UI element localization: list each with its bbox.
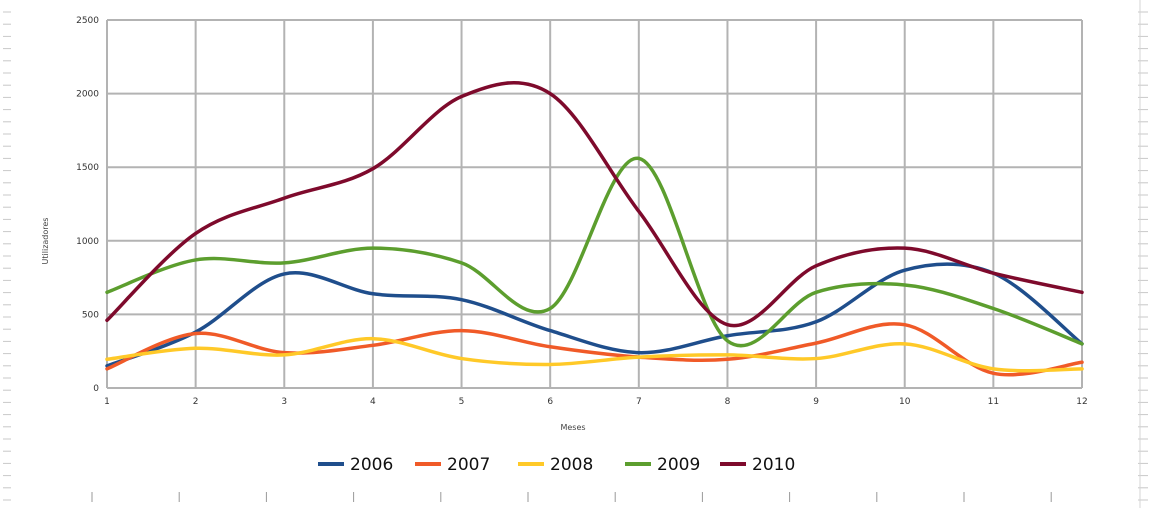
x-tick-label: 3 <box>281 397 287 407</box>
x-tick-label: 11 <box>988 397 999 407</box>
legend-label-2007: 2007 <box>447 455 490 475</box>
y-axis-title: Utilizadores <box>41 218 50 265</box>
legend-label-2010: 2010 <box>752 455 795 475</box>
series-line-2010 <box>105 81 1084 328</box>
y-tick-label: 1500 <box>76 163 99 173</box>
series-line-2007 <box>105 322 1084 377</box>
x-tick-label: 12 <box>1076 397 1087 407</box>
x-axis-title: Meses <box>560 423 585 432</box>
series-line-2006 <box>105 262 1084 368</box>
series-lines <box>105 81 1084 377</box>
x-tick-label: 1 <box>104 397 110 407</box>
y-tick-label: 1000 <box>76 237 99 247</box>
y-tick-label: 500 <box>82 310 99 320</box>
x-tick-label: 10 <box>899 397 911 407</box>
y-tick-label: 2000 <box>76 90 99 100</box>
series-line-2009 <box>105 156 1084 348</box>
legend-label-2008: 2008 <box>550 455 593 475</box>
x-tick-label: 8 <box>725 397 731 407</box>
x-tick-label: 5 <box>459 397 465 407</box>
legend: 2006 2007 2008 2009 2010 <box>318 455 795 475</box>
legend-label-2009: 2009 <box>657 455 700 475</box>
x-tick-label: 4 <box>370 397 376 407</box>
x-tick-label: 2 <box>193 397 199 407</box>
x-tick-label: 7 <box>636 397 642 407</box>
legend-label-2006: 2006 <box>350 455 393 475</box>
y-tick-label: 0 <box>93 384 99 394</box>
x-tick-label: 6 <box>547 397 553 407</box>
x-tick-label: 9 <box>813 397 819 407</box>
gridlines <box>106 19 1083 389</box>
spreadsheet-ruler-marks <box>3 0 1148 508</box>
series-line-2008 <box>105 336 1084 373</box>
y-tick-label: 2500 <box>76 16 99 26</box>
